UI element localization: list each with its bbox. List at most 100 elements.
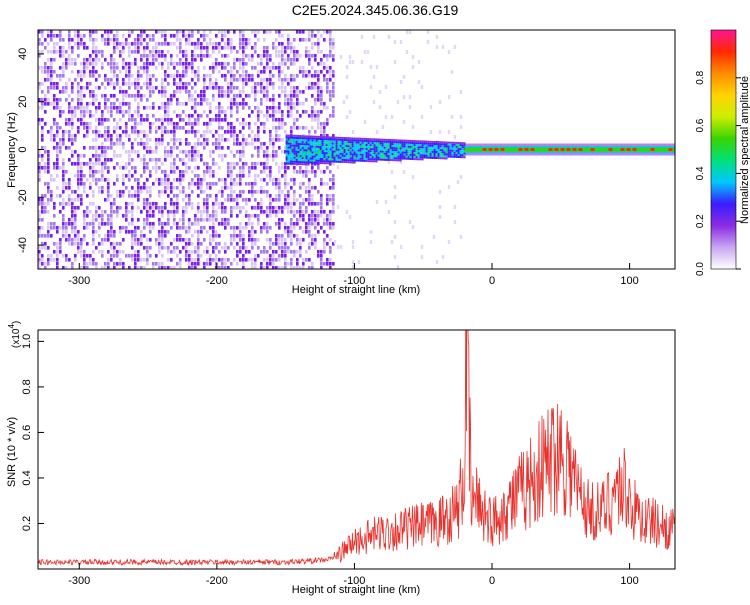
heatmap-cell [116, 126, 119, 130]
heatmap-cell [293, 166, 296, 170]
heatmap-cell [275, 118, 278, 122]
heatmap-cell [459, 125, 463, 129]
heatmap-cell [242, 90, 245, 94]
heatmap-cell [155, 238, 158, 242]
heatmap-cell [257, 214, 260, 218]
heatmap-cell [41, 258, 44, 262]
heatmap-cell [53, 202, 56, 206]
heatmap-cell [236, 254, 239, 258]
heatmap-cell [361, 141, 364, 144]
heatmap-cell [101, 110, 104, 114]
heatmap-cell [200, 230, 203, 234]
heatmap-cell [275, 242, 278, 246]
heatmap-cell [224, 46, 227, 50]
heatmap-cell [311, 161, 314, 164]
heatmap-cell [164, 58, 167, 62]
heatmap-cell [89, 58, 92, 62]
heatmap-cell [104, 150, 107, 154]
heatmap-cell [68, 258, 71, 262]
heatmap-cell [182, 174, 185, 178]
heatmap-cell [215, 58, 218, 62]
heatmap-cell [113, 242, 116, 246]
heatmap-cell [242, 62, 245, 66]
heatmap-cell [89, 94, 92, 98]
heatmap-cell [409, 153, 412, 156]
heatmap-cell [89, 162, 92, 166]
heatmap-cell [212, 98, 215, 102]
heatmap-cell [86, 194, 89, 198]
heatmap-cell [333, 160, 336, 163]
heatmap-cell [98, 58, 101, 62]
heatmap-cell [355, 139, 358, 142]
heatmap-cell [314, 174, 317, 178]
heatmap-cell [290, 258, 293, 262]
heatmap-cell [296, 262, 299, 266]
heatmap-cell [161, 50, 164, 54]
heatmap-cell [119, 54, 122, 58]
heatmap-cell [131, 206, 134, 210]
heatmap-cell [361, 159, 364, 162]
heatmap-cell [291, 148, 294, 151]
heatmap-cell [155, 254, 158, 258]
heatmap-cell [134, 166, 137, 170]
heatmap-cell [321, 140, 324, 143]
heatmap-cell [397, 149, 400, 152]
heatmap-cell [221, 202, 224, 206]
heatmap-cell [353, 153, 356, 156]
heatmap-cell [236, 78, 239, 82]
heatmap-cell [248, 250, 251, 254]
heatmap-cell [287, 154, 290, 157]
heatmap-cell [311, 242, 314, 246]
heatmap-cell [101, 186, 104, 190]
heatmap-cell [200, 178, 203, 182]
heatmap-cell [128, 30, 131, 34]
heatmap-cell [367, 152, 370, 155]
heatmap-cell [95, 62, 98, 66]
heatmap-cell [290, 74, 293, 78]
heatmap-cell [437, 155, 440, 158]
heatmap-cell [420, 245, 424, 249]
heatmap-cell [218, 222, 221, 226]
heatmap-cell [59, 226, 62, 230]
heatmap-cell [411, 175, 415, 179]
heatmap-cell [65, 202, 68, 206]
heatmap-cell [134, 150, 137, 154]
heatmap-cell [86, 266, 89, 269]
heatmap-cell [197, 258, 200, 262]
heatmap-cell [281, 254, 284, 258]
heatmap-cell [248, 54, 251, 58]
heatmap-cell [164, 206, 167, 210]
heatmap-cell [53, 122, 56, 126]
heatmap-cell [451, 143, 454, 146]
heatmap-cell [349, 155, 352, 158]
heatmap-cell [317, 94, 320, 98]
heatmap-cell [215, 254, 218, 258]
heatmap-cell [393, 145, 396, 148]
heatmap-cell [329, 94, 332, 98]
heatmap-cell [122, 90, 125, 94]
heatmap-cell [308, 70, 311, 74]
heatmap-cell [393, 153, 396, 156]
heatmap-cell [455, 151, 458, 154]
heatmap-cell [137, 154, 140, 158]
heatmap-cell [77, 174, 80, 178]
heatmap-cell [281, 190, 284, 194]
heatmap-cell [387, 144, 390, 147]
heatmap-cell [86, 242, 89, 246]
heatmap-cell [179, 74, 182, 78]
heatmap-cell [203, 86, 206, 90]
heatmap-cell [427, 148, 430, 151]
heatmap-cell [95, 182, 98, 186]
heatmap-cell [146, 46, 149, 50]
heatmap-cell [59, 34, 62, 38]
heatmap-cell [176, 154, 179, 158]
heatmap-cell [461, 148, 464, 151]
heatmap-cell [47, 258, 50, 262]
heatmap-cell [41, 262, 44, 266]
heatmap-cell [236, 150, 239, 154]
heatmap-cell [453, 220, 457, 224]
heatmap-cell [185, 58, 188, 62]
heatmap-cell [140, 118, 143, 122]
heatmap-cell [451, 149, 454, 152]
heatmap-cell [317, 218, 320, 222]
